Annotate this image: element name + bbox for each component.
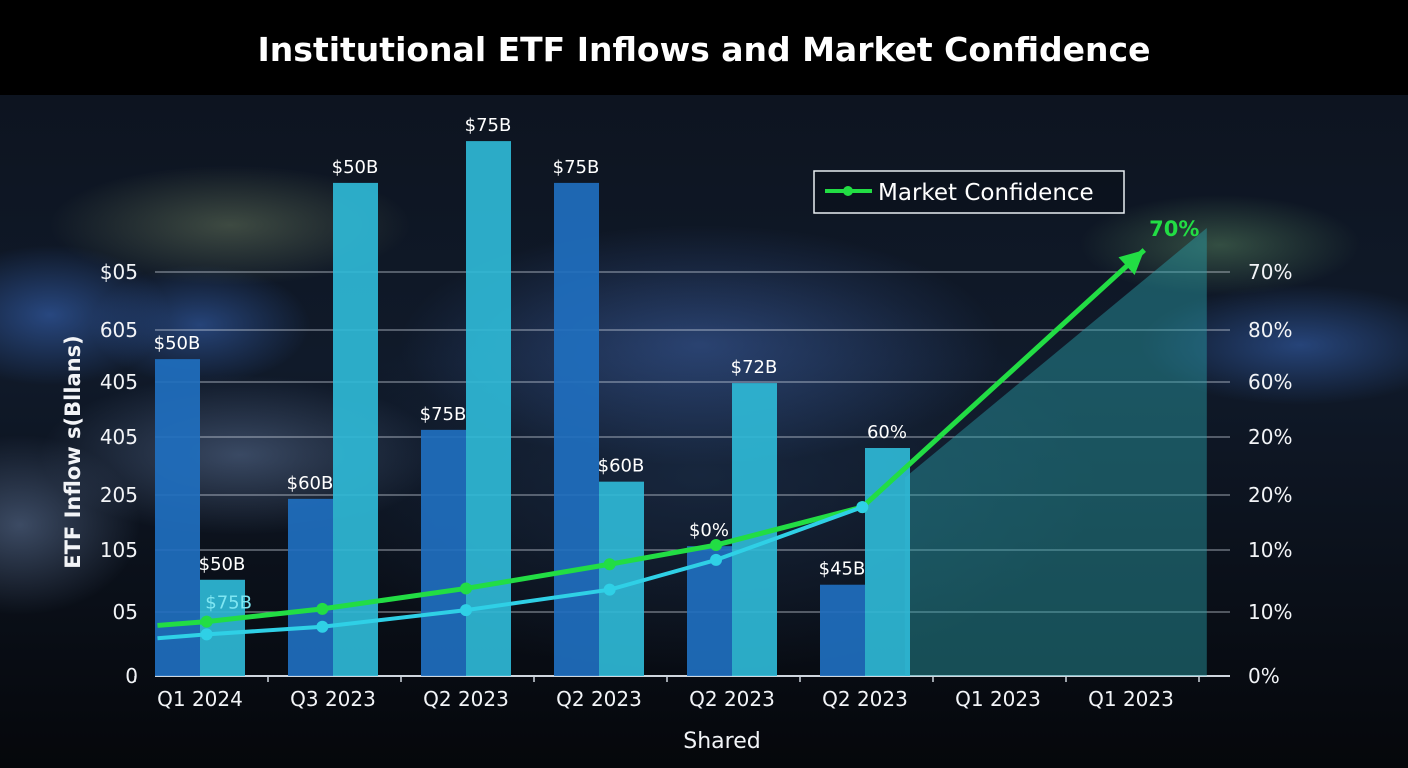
y2-tick-label: 10% [1248,538,1292,562]
x-axis-label: Shared [683,729,760,754]
bar-light [466,141,511,677]
bar-dark [421,429,466,676]
y2-tick-label: 20% [1248,425,1292,449]
y-tick-label: 405 [100,425,138,449]
x-tick-label: Q2 2023 [556,687,642,711]
bar-data-label: $72B [731,357,778,378]
line-point [856,501,869,514]
y-tick-label: 405 [100,370,138,394]
line-point [603,583,616,596]
x-tick-label: Q2 2023 [689,687,775,711]
end-label: 70% [1149,217,1199,241]
y2-tick-label: 0% [1248,664,1280,688]
y-tick-label: $05 [100,260,138,284]
bar-data-label: $75B [553,157,600,178]
point-label: $75B [205,592,252,613]
legend: Market Confidence [813,170,1125,214]
x-tick-label: Q1 2023 [1088,687,1174,711]
bar-data-label: $50B [332,157,379,178]
y2-tick-label: 70% [1248,260,1292,284]
bar-data-label: $50B [154,333,201,354]
bar-data-label: $75B [420,404,467,425]
line-point [710,553,723,566]
market-confidence-line [157,248,1146,628]
bar-light [200,579,245,676]
y-tick-label: 205 [100,483,138,507]
x-tick-label: Q2 2023 [822,687,908,711]
bar-data-label: $45B [819,559,866,580]
x-tick-label: Q1 2024 [157,687,243,711]
line-point [603,558,616,571]
bar-light [333,182,378,676]
bar-dark [554,182,599,676]
y-axis-label: ETF Inflow s(Bllans) [61,335,85,569]
line-point [460,582,472,595]
line-point [200,628,213,641]
bar-data-label: $50B [199,554,246,575]
line-point [710,539,723,552]
x-tick-label: Q3 2023 [290,687,376,711]
bar-light [599,481,644,676]
bar-dark [820,584,865,676]
arrow-head-icon [1118,250,1145,276]
y-tick-label: 605 [100,318,138,342]
y2-tick-label: 80% [1248,318,1292,342]
bar-dark [288,498,333,676]
bar-dark [155,359,200,676]
legend-marker-icon [843,186,853,196]
line-point [316,602,329,615]
line-point [316,620,329,633]
bar-data-label: $60B [598,456,645,477]
y2-tick-label: 20% [1248,483,1292,507]
bar-data-label: $60B [287,473,334,494]
line-point [460,604,472,617]
title-band [0,0,1408,95]
x-tick-label: Q1 2023 [955,687,1041,711]
shaded-area [904,228,1207,676]
y2-tick-label: 60% [1248,370,1292,394]
y-tick-label: 05 [113,600,138,624]
y-tick-label: 0 [125,664,138,688]
bar-data-label: 60% [867,422,907,443]
line-point [200,615,213,628]
bar-data-label: $0% [689,520,729,541]
chart-title: Institutional ETF Inflows and Market Con… [257,30,1151,69]
y2-tick-label: 10% [1248,600,1292,624]
x-tick-label: Q2 2023 [423,687,509,711]
y-tick-label: 105 [100,538,138,562]
legend-label: Market Confidence [878,180,1094,206]
bar-data-label: $75B [465,115,512,136]
